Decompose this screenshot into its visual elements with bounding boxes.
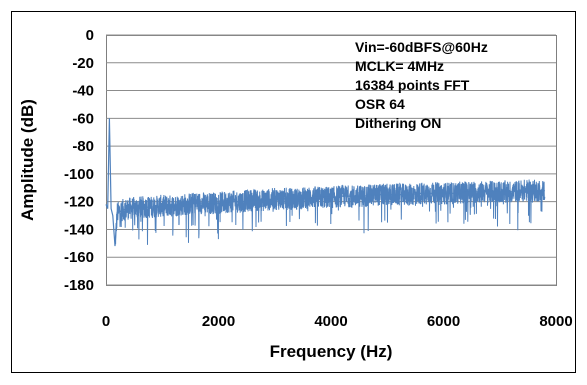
y-tick-label-4: -80 [72,138,94,155]
x-tick-label-0: 0 [102,313,110,330]
y-tick-label-9: -180 [64,277,94,294]
y-tick-label-6: -120 [64,194,94,211]
y-tick-label-1: -20 [72,55,94,72]
annotation-line-5: Dithering ON [355,115,441,131]
x-tick-label-4: 8000 [539,313,572,330]
annotation-line-4: OSR 64 [355,96,405,112]
y-axis-title: Amplitude (dB) [18,99,37,221]
y-tick-label-0: 0 [86,27,94,44]
x-tick-label-1: 2000 [202,313,235,330]
spectrum-noise-trace [114,179,546,245]
annotation-box: Vin=-60dBFS@60Hz MCLK= 4MHz 16384 points… [355,39,488,131]
spectrum-series-line [105,118,545,247]
y-tick-label-3: -60 [72,110,94,127]
y-tick-labels: 0 -20 -40 -60 -80 -100 -120 -140 -160 -180 [64,27,94,294]
grid [106,34,556,286]
plot-area [106,35,557,286]
y-tick-label-7: -140 [64,221,94,238]
annotation-line-2: MCLK= 4MHz [355,58,444,74]
outer-border [11,11,576,373]
x-tick-labels: 0 2000 4000 6000 8000 [102,313,573,330]
series-layer [105,118,546,247]
annotation-line-1: Vin=-60dBFS@60Hz [355,39,488,55]
x-axis-title: Frequency (Hz) [270,342,393,361]
y-tick-label-5: -100 [64,166,94,183]
y-tick-label-2: -40 [72,83,94,100]
annotation-line-3: 16384 points FFT [355,77,470,93]
x-tick-label-2: 4000 [314,313,347,330]
x-tick-label-3: 6000 [427,313,460,330]
y-tick-label-8: -160 [64,249,94,266]
